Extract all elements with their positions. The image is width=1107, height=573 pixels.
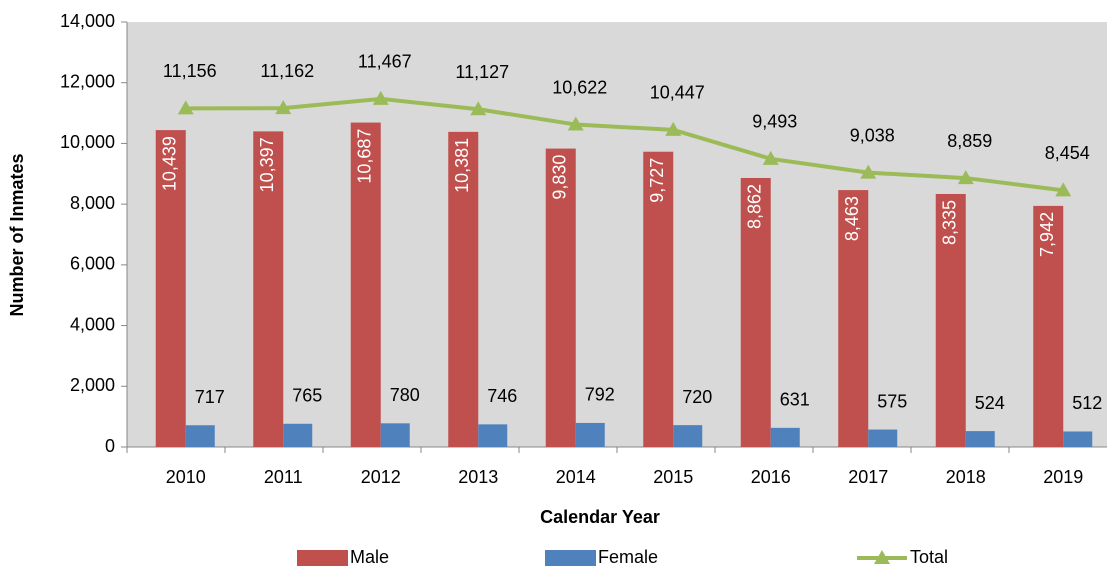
line-marker <box>860 164 877 179</box>
bar <box>350 122 381 447</box>
bar <box>448 131 479 448</box>
x-tick-label: 2016 <box>751 467 791 487</box>
bar <box>740 177 771 447</box>
y-tick-label: 8,000 <box>70 193 115 213</box>
y-tick-label: 6,000 <box>70 254 115 274</box>
x-tick-label: 2010 <box>166 467 206 487</box>
bar <box>1063 431 1093 447</box>
bar-value-label: 10,381 <box>452 138 472 193</box>
bar-value-label: 8,463 <box>842 196 862 241</box>
bar-value-label: 8,335 <box>940 200 960 245</box>
line-value-label: 9,493 <box>752 112 797 132</box>
bar <box>868 429 898 447</box>
legend-swatch <box>545 550 596 566</box>
line-value-label: 11,156 <box>163 61 217 81</box>
bar-value-label: 9,727 <box>647 158 667 203</box>
legend-swatch <box>297 550 348 566</box>
bar <box>673 425 703 447</box>
legend-label: Female <box>598 547 658 567</box>
x-tick-label: 2017 <box>848 467 888 487</box>
bar-value-label: 575 <box>877 391 907 411</box>
line-marker <box>372 90 389 105</box>
line-marker <box>1055 182 1072 197</box>
y-tick-label: 10,000 <box>60 132 115 152</box>
bar <box>838 190 869 447</box>
bar <box>380 423 410 447</box>
bar <box>1033 205 1064 447</box>
bar <box>965 431 995 447</box>
x-tick-label: 2015 <box>653 467 693 487</box>
bar-value-label: 792 <box>585 385 615 405</box>
y-axis-title: Number of Inmates <box>7 153 27 316</box>
bar <box>253 131 284 448</box>
x-tick-label: 2019 <box>1043 467 1083 487</box>
bar <box>575 422 605 447</box>
bar-value-label: 10,397 <box>257 137 277 192</box>
x-tick-label: 2011 <box>264 467 303 487</box>
x-axis-title: Calendar Year <box>540 507 660 527</box>
line-marker <box>567 116 584 131</box>
bar-value-label: 7,942 <box>1037 212 1057 257</box>
x-tick-label: 2018 <box>946 467 986 487</box>
bar-value-label: 9,830 <box>550 155 570 200</box>
line-marker <box>177 100 194 115</box>
bar-value-label: 746 <box>487 386 517 406</box>
bar <box>770 427 800 447</box>
line-value-label: 8,454 <box>1045 143 1090 163</box>
line <box>185 96 1064 193</box>
bar-value-label: 524 <box>975 393 1005 413</box>
y-tick-label: 14,000 <box>60 11 115 31</box>
line-value-label: 11,467 <box>358 52 412 72</box>
bar-value-label: 780 <box>390 385 420 405</box>
line-value-label: 10,622 <box>552 77 607 97</box>
bar-value-label: 765 <box>292 386 322 406</box>
line-marker <box>762 150 779 165</box>
line-value-label: 11,127 <box>455 62 509 82</box>
bar <box>643 151 674 447</box>
line-marker <box>470 101 487 116</box>
bar-value-label: 8,862 <box>745 184 765 229</box>
bar-value-label: 720 <box>682 387 712 407</box>
bar-value-label: 10,439 <box>160 136 180 191</box>
bar <box>155 130 186 447</box>
bar-value-label: 10,687 <box>355 129 375 184</box>
bar-value-label: 631 <box>780 390 810 410</box>
bar <box>478 424 508 447</box>
legend-label: Total <box>910 547 948 567</box>
y-tick-label: 12,000 <box>60 71 115 91</box>
x-tick-label: 2012 <box>361 467 401 487</box>
bar <box>545 148 576 447</box>
y-tick-label: 2,000 <box>70 375 115 395</box>
line-value-label: 8,859 <box>947 131 992 151</box>
line-value-label: 10,447 <box>650 83 705 103</box>
x-tick-label: 2014 <box>556 467 596 487</box>
line-value-label: 9,038 <box>850 125 895 145</box>
bar <box>283 423 313 447</box>
y-tick-label: 0 <box>105 436 115 456</box>
line-marker <box>665 121 682 136</box>
y-tick-label: 4,000 <box>70 314 115 334</box>
x-tick-label: 2013 <box>458 467 498 487</box>
bar-value-label: 717 <box>195 387 225 407</box>
line-marker <box>275 100 292 115</box>
line-marker <box>957 170 974 185</box>
bar-value-label: 512 <box>1072 393 1102 413</box>
legend-label: Male <box>350 547 389 567</box>
line-value-label: 11,162 <box>260 61 314 81</box>
bar <box>935 193 966 447</box>
bar <box>185 425 215 447</box>
legend-swatch-marker <box>874 550 890 564</box>
